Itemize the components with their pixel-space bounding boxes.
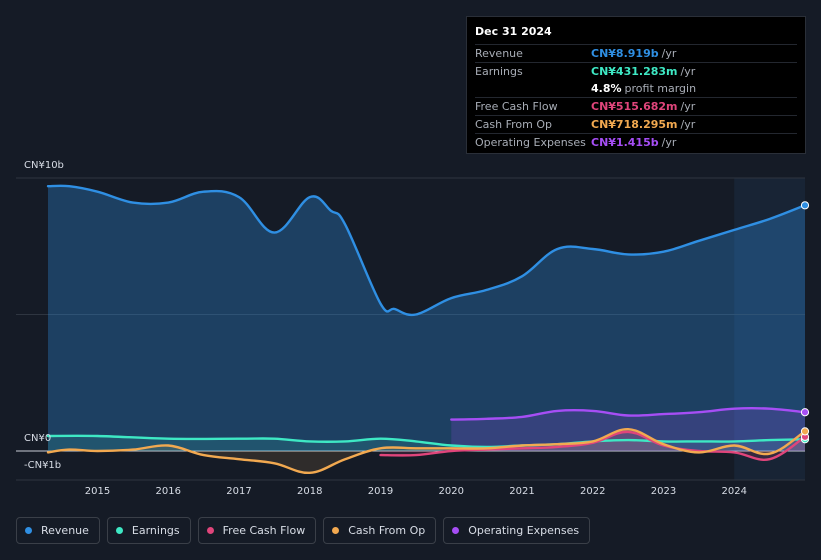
legend-label: Earnings: [131, 524, 180, 537]
tooltip-row-unit: /yr: [680, 118, 696, 131]
legend-label: Operating Expenses: [468, 524, 580, 537]
legend-label: Cash From Op: [348, 524, 426, 537]
forecast-shade: [734, 178, 805, 480]
legend: Revenue Earnings Free Cash Flow Cash From O…: [16, 517, 597, 544]
area-free-cash-flow: [380, 431, 805, 460]
x-tick-label: 2019: [368, 486, 393, 497]
x-tick-label: 2024: [722, 486, 747, 497]
legend-item-revenue[interactable]: Revenue: [16, 517, 100, 544]
tooltip-row-value: CN¥515.682m: [591, 100, 678, 113]
x-tick-label: 2022: [580, 486, 605, 497]
legend-label: Free Cash Flow: [222, 524, 306, 537]
endpoint-revenue: [800, 201, 810, 210]
x-tick-label: 2016: [156, 486, 181, 497]
legend-dot-icon: [25, 527, 32, 534]
legend-dot-icon: [206, 527, 214, 534]
legend-dot-icon: [452, 527, 460, 534]
legend-dot-icon: [332, 527, 340, 534]
y-axis-top-label: CN¥10b: [24, 160, 64, 171]
y-axis-zero-label: CN¥0: [24, 433, 52, 444]
x-tick-label: 2021: [509, 486, 534, 497]
x-axis-ticks: 2015 2016 2017 2018 2019 2020 2021 2022 2023 2024: [85, 486, 747, 497]
tooltip-row-unit: /yr: [661, 136, 677, 149]
tooltip-row: Earnings CN¥431.283m/yr: [475, 62, 797, 80]
tooltip-row-value: CN¥8.919b: [591, 47, 659, 60]
tooltip-row-label: Revenue: [475, 47, 523, 60]
tooltip-row-value: 4.8%: [591, 82, 622, 95]
legend-item-operating-expenses[interactable]: Operating Expenses: [443, 517, 591, 544]
tooltip-row-label: Cash From Op: [475, 118, 553, 131]
x-tick-label: 2020: [439, 486, 464, 497]
endpoint-cash-from-op: [800, 427, 810, 436]
x-tick-label: 2017: [226, 486, 251, 497]
area-revenue: [48, 185, 805, 451]
tooltip-row-value: CN¥431.283m: [591, 65, 678, 78]
x-tick-label: 2023: [651, 486, 676, 497]
tooltip-row: Operating Expenses CN¥1.415b/yr: [475, 133, 797, 151]
y-axis-neg-label: -CN¥1b: [24, 460, 62, 471]
x-tick-label: 2018: [297, 486, 322, 497]
tooltip-row-unit: profit margin: [624, 82, 697, 95]
line-cash-from-op: [46, 427, 807, 475]
line-revenue: [46, 184, 807, 317]
tooltip-row-label: Free Cash Flow: [475, 100, 558, 113]
tooltip-panel: Dec 31 2024 Revenue CN¥8.919b/yr Earnings C…: [466, 16, 806, 154]
line-free-cash-flow: [379, 430, 807, 461]
tooltip-row-label: Operating Expenses: [475, 136, 586, 149]
x-tick-label: 2015: [85, 486, 110, 497]
tooltip-row-unit: /yr: [661, 47, 677, 60]
tooltip-row: Cash From Op CN¥718.295m/yr: [475, 115, 797, 133]
series-areas: [48, 185, 805, 473]
tooltip-row: Revenue CN¥8.919b/yr: [475, 44, 797, 62]
tooltip-row: 4.8% profit margin: [475, 80, 797, 97]
legend-label: Revenue: [41, 524, 89, 537]
line-operating-expenses: [450, 406, 807, 421]
tooltip-row-unit: /yr: [680, 100, 696, 113]
tooltip-row-value: CN¥718.295m: [591, 118, 678, 131]
tooltip-rows: Revenue CN¥8.919b/yr Earnings CN¥431.283m/y…: [475, 44, 797, 151]
tooltip-row-value: CN¥1.415b: [591, 136, 659, 149]
tooltip-row-label: Earnings: [475, 65, 523, 78]
legend-dot-icon: [115, 527, 123, 534]
endpoint-operating-expenses: [800, 408, 810, 417]
tooltip-row-unit: /yr: [680, 65, 696, 78]
legend-item-cash-from-op[interactable]: Cash From Op: [323, 517, 437, 544]
line-earnings: [46, 434, 807, 449]
tooltip-date: Dec 31 2024: [475, 25, 552, 38]
legend-item-free-cash-flow[interactable]: Free Cash Flow: [197, 517, 317, 544]
legend-item-earnings[interactable]: Earnings: [106, 517, 191, 544]
series-lines: [46, 184, 807, 475]
tooltip-row: Free Cash Flow CN¥515.682m/yr: [475, 97, 797, 115]
series-endpoints: [800, 201, 810, 444]
